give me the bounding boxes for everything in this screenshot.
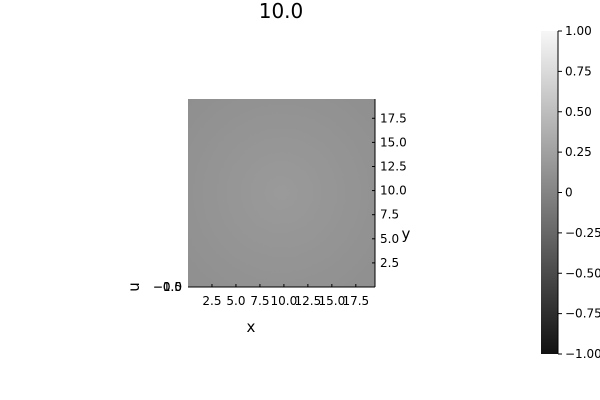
colorbar-tick-label: −0.75 — [565, 307, 600, 321]
y-axis-title: y — [402, 225, 411, 243]
y-tick-label: 15.0 — [380, 135, 407, 149]
chart-title: 10.0 — [259, 0, 304, 23]
z-tick-label: 0.0 — [163, 280, 182, 294]
x-axis-ticks: 2.5 5.0 7.5 10.012.515.017.5 — [202, 284, 369, 308]
x-tick-label: 5.0 — [226, 294, 245, 308]
colorbar-tick-label: −1.00 — [565, 347, 600, 361]
y-tick-label: 12.5 — [380, 159, 407, 173]
colorbar — [541, 31, 558, 354]
y-tick-label: 10.0 — [380, 184, 407, 198]
z-tick-label: −1.0 — [153, 280, 182, 294]
x-tick-label: 2.5 — [202, 294, 221, 308]
y-tick-label: 17.5 — [380, 111, 407, 125]
colorbar-tick-label: −0.50 — [565, 266, 600, 280]
x-tick-label: 7.5 — [250, 294, 269, 308]
x-tick-label: 17.5 — [342, 294, 369, 308]
colorbar-tick-label: 0 — [565, 186, 573, 200]
x-tick-label: 10.0 — [271, 294, 298, 308]
x-axis-title: x — [247, 318, 256, 336]
colorbar-tick-label: 0.25 — [565, 145, 592, 159]
z-axis-ticks: −1.0−0.50.0 — [153, 280, 182, 294]
y-axis-ticks: 2.5 5.0 7.5 10.0 12.5 15.0 17.5 — [372, 111, 407, 270]
colorbar-tick-label: 1.00 — [565, 24, 592, 38]
z-axis-title: u — [125, 282, 143, 292]
y-tick-label: 7.5 — [380, 208, 399, 222]
colorbar-ticks: 1.00 0.75 0.50 0.25 0 −0.25 −0.50 −0.75 −1.00 — [558, 24, 600, 361]
z-tick-label: −0.5 — [153, 280, 182, 294]
y-tick-label: 5.0 — [380, 232, 399, 246]
colorbar-tick-label: 0.75 — [565, 64, 592, 78]
x-tick-label: 15.0 — [318, 294, 345, 308]
colorbar-tick-label: 0.50 — [565, 105, 592, 119]
y-tick-label: 2.5 — [380, 256, 399, 270]
x-tick-label: 12.5 — [295, 294, 322, 308]
heatmap-surface — [188, 99, 375, 287]
colorbar-tick-label: −0.25 — [565, 226, 600, 240]
